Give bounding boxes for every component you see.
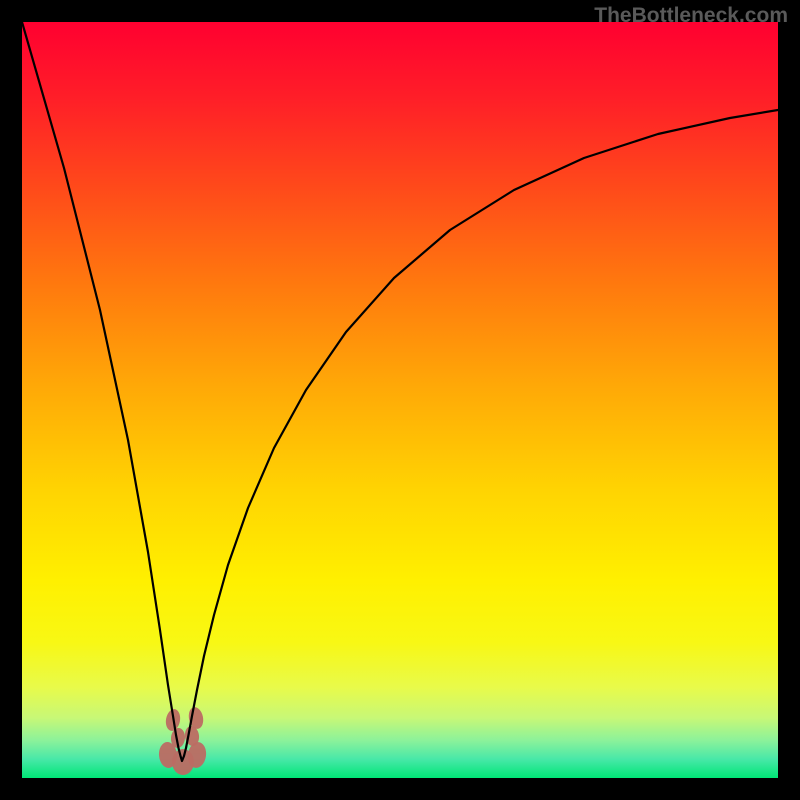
curve-layer — [22, 22, 778, 778]
bottleneck-curve — [22, 22, 778, 761]
plot-area — [22, 22, 778, 778]
chart-container: TheBottleneck.com — [0, 0, 800, 800]
valley-blobs — [158, 706, 208, 775]
watermark-text: TheBottleneck.com — [594, 4, 788, 28]
